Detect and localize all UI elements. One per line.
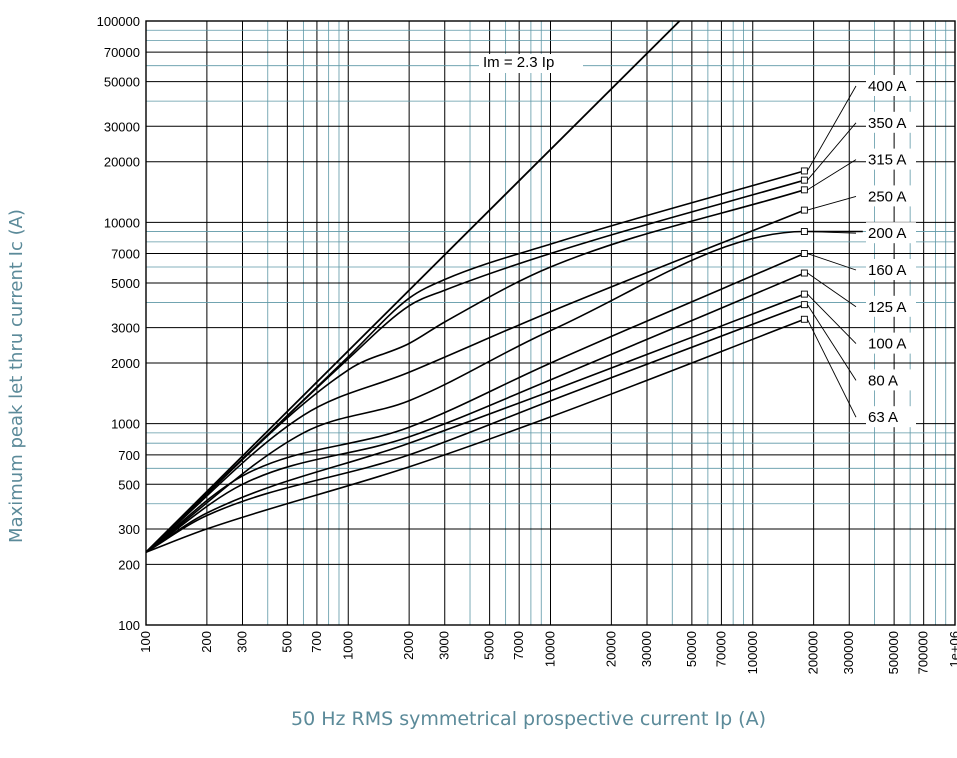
series-marker — [800, 167, 808, 175]
series-label-bg — [866, 295, 916, 317]
series-curves — [145, 20, 863, 553]
series-line — [145, 230, 863, 553]
series-marker — [800, 186, 808, 194]
series-label: 350 A — [868, 115, 906, 132]
reference-label: Im = 2.3 Ip — [483, 54, 554, 71]
series-label: 160 A — [868, 262, 906, 279]
x-tick-label: 300 — [234, 631, 249, 653]
y-axis-title: Maximum peak let thru current Ic (A) — [6, 209, 27, 543]
series-marker — [800, 269, 808, 277]
series-leader-line — [807, 293, 857, 344]
x-tick-label: 30000 — [639, 631, 654, 667]
series-marker — [800, 301, 808, 309]
x-tick-label: 3000 — [437, 631, 452, 660]
plot-frame — [145, 20, 956, 626]
x-tick-label: 200 — [199, 631, 214, 653]
y-tick-label: 100 — [118, 618, 140, 633]
series-leader-line — [807, 253, 857, 271]
series-label-bg — [866, 111, 916, 133]
y-tick-label: 30000 — [104, 119, 140, 134]
series-label-bg — [866, 259, 916, 280]
series-label-bg — [866, 332, 916, 354]
series-label-bg — [866, 148, 916, 170]
series-line — [145, 272, 805, 553]
series-label: 100 A — [868, 336, 906, 353]
series-label: 63 A — [868, 409, 898, 426]
series-label: 315 A — [868, 152, 906, 169]
reference-line — [145, 20, 681, 553]
y-tick-label: 20000 — [104, 155, 140, 170]
series-leader-line — [807, 159, 857, 191]
series-label: 125 A — [868, 299, 906, 316]
series-leader-line — [806, 85, 857, 172]
y-tick-label: 10000 — [104, 215, 140, 230]
x-tick-label: 300000 — [841, 631, 856, 674]
x-tick-label: 20000 — [603, 631, 618, 667]
series-leader-line — [806, 319, 857, 418]
x-tick-label: 50000 — [684, 631, 699, 667]
y-tick-label: 2000 — [111, 356, 140, 371]
x-tick-label: 500 — [279, 631, 294, 653]
y-tick-label: 200 — [118, 557, 140, 572]
series-leader-line — [807, 231, 857, 234]
series-line — [145, 252, 805, 553]
series-label: 200 A — [868, 225, 906, 242]
series-leader-line — [807, 122, 857, 181]
series-line — [145, 209, 805, 553]
series-leader-line — [807, 272, 857, 308]
y-tick-label: 70000 — [104, 45, 140, 60]
x-tick-label: 100000 — [745, 631, 760, 674]
x-tick-label: 100 — [138, 631, 153, 653]
series-line — [145, 170, 805, 553]
x-tick-label: 700 — [309, 631, 324, 653]
series-labels: 400 A 350 A 315 A 250 A 200 A 160 A 125 A 100 A… — [479, 54, 916, 428]
series-label: 400 A — [868, 78, 906, 95]
y-tick-label: 700 — [118, 448, 140, 463]
y-tick-label: 100000 — [97, 14, 140, 29]
x-tick-label: 7000 — [511, 631, 526, 660]
series-marker — [800, 315, 808, 323]
y-tick-label: 50000 — [104, 75, 140, 90]
series-label-bg — [866, 406, 916, 428]
series-label-bg — [866, 75, 916, 96]
x-tick-label: 70000 — [713, 631, 728, 667]
series-label-bg — [866, 369, 916, 391]
y-tick-label: 3000 — [111, 321, 140, 336]
series-leader-line — [807, 195, 857, 211]
series-label-bg — [866, 185, 916, 207]
y-tick-label: 7000 — [111, 247, 140, 262]
y-tick-label: 500 — [118, 477, 140, 492]
x-tick-label: 500000 — [886, 631, 901, 674]
y-tick-label: 300 — [118, 522, 140, 537]
series-marker — [800, 250, 808, 257]
series-leader-line — [807, 304, 857, 381]
series-label-bg — [866, 222, 916, 244]
series-marker — [800, 176, 808, 184]
y-tick-label: 1000 — [111, 417, 140, 432]
x-tick-label: 2000 — [401, 631, 416, 660]
series-line — [145, 303, 805, 553]
series-line — [145, 189, 805, 553]
reference-label-bg — [479, 54, 583, 73]
x-tick-label: 10000 — [543, 631, 558, 667]
x-tick-label: 5000 — [482, 631, 497, 660]
series-marker — [800, 290, 808, 298]
tick-labels: 100 200 300 500 700 1000 2000 3000 5000 7000 10000… — [97, 14, 957, 674]
x-tick-label: 1000 — [340, 631, 355, 660]
series-marker — [800, 228, 808, 235]
plot-grid — [145, 21, 955, 625]
series-line — [145, 318, 805, 553]
x-tick-label: 1e+06 — [947, 631, 957, 668]
series-label: 80 A — [868, 372, 898, 389]
series-line — [145, 179, 805, 553]
series-line — [145, 293, 805, 553]
x-tick-label: 700000 — [916, 631, 931, 674]
x-tick-label: 200000 — [806, 631, 821, 674]
x-axis-title: 50 Hz RMS symmetrical prospective curren… — [291, 708, 766, 730]
series-marker — [800, 206, 808, 214]
series-label: 250 A — [868, 188, 906, 205]
y-tick-label: 5000 — [111, 276, 140, 291]
